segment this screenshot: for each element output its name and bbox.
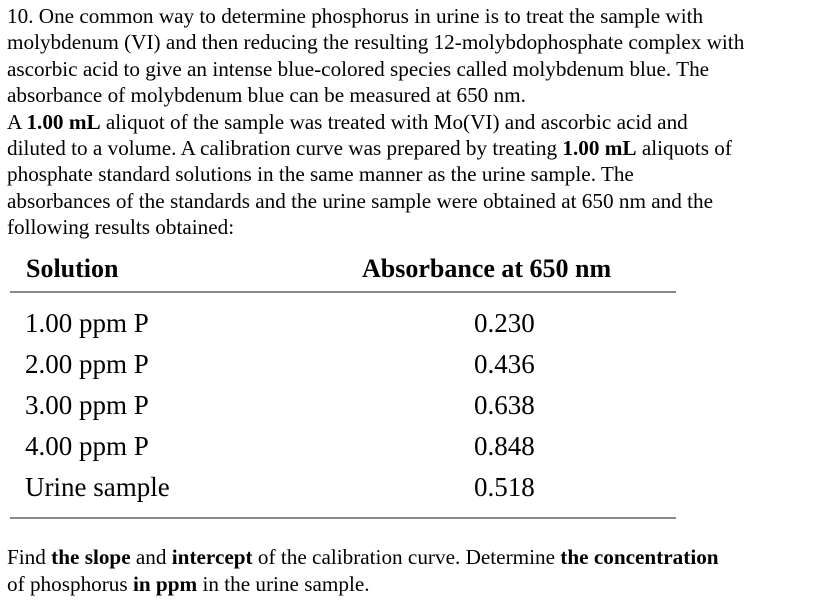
bold-term: the concentration (560, 545, 719, 569)
question-line: Find the slope and intercept of the cali… (7, 544, 819, 571)
bold-term: the slope (51, 545, 131, 569)
problem-line: 10. One common way to determine phosphor… (7, 4, 704, 28)
table-body: 1.00 ppm P 0.230 2.00 ppm P 0.436 3.00 p… (10, 306, 676, 511)
cell-solution: Urine sample (25, 472, 170, 502)
cell-absorbance: 0.848 (474, 431, 535, 461)
text-run: Find (7, 545, 52, 569)
problem-statement: 10. One common way to determine phosphor… (7, 3, 819, 241)
text-run: of phosphorus (7, 572, 133, 596)
cell-absorbance: 0.518 (474, 472, 535, 502)
problem-line: following results obtained: (7, 215, 235, 240)
table-row: 4.00 ppm P 0.848 (10, 429, 676, 470)
text-run: and (130, 545, 172, 569)
text-run: in the urine sample. (197, 572, 370, 596)
header-solution: Solution (26, 254, 119, 283)
problem-line: phosphate standard solutions in the same… (7, 162, 634, 187)
cell-solution: 1.00 ppm P (25, 308, 149, 338)
problem-line: ascorbic acid to give an intense blue-co… (7, 56, 710, 81)
bold-term: in ppm (132, 572, 198, 596)
table-top-rule (10, 291, 676, 293)
table-row: 1.00 ppm P 0.230 (10, 306, 676, 347)
question-line: of phosphorus in ppm in the urine sample… (7, 571, 819, 598)
cell-solution: 3.00 ppm P (25, 390, 149, 420)
text-run: of the calibration curve. Determine (252, 545, 561, 569)
problem-line: absorbances of the standards and the uri… (7, 188, 714, 213)
bold-volume: 1.00 mL (26, 109, 101, 134)
table-bottom-rule (10, 517, 676, 519)
problem-line: diluted to a volume. A calibration curve… (7, 135, 819, 161)
cell-solution: 4.00 ppm P (25, 431, 149, 461)
text-run: aliquots of (636, 136, 732, 161)
table-header: Solution Absorbance at 650 nm (10, 248, 676, 290)
cell-absorbance: 0.638 (474, 390, 535, 420)
bold-volume: 1.00 mL (562, 136, 637, 161)
text-run: aliquot of the sample was treated with M… (100, 109, 688, 134)
problem-line: molybdenum (VI) and then reducing the re… (7, 30, 745, 55)
cell-solution: 2.00 ppm P (25, 349, 149, 379)
problem-line: A 1.00 mL aliquot of the sample was trea… (7, 109, 819, 135)
table-row: Urine sample 0.518 (10, 470, 676, 511)
question-text: Find the slope and intercept of the cali… (7, 544, 819, 598)
table-row: 3.00 ppm P 0.638 (10, 388, 676, 429)
problem-line: absorbance of molybdenum blue can be mea… (7, 83, 526, 108)
text-run: A (7, 109, 27, 134)
header-absorbance: Absorbance at 650 nm (362, 254, 612, 283)
results-table: Solution Absorbance at 650 nm 1.00 ppm P… (10, 248, 676, 519)
cell-absorbance: 0.230 (474, 308, 535, 338)
cell-absorbance: 0.436 (474, 349, 535, 379)
text-run: diluted to a volume. A calibration curve… (7, 136, 563, 161)
table-row: 2.00 ppm P 0.436 (10, 347, 676, 388)
bold-term: intercept (171, 545, 253, 569)
